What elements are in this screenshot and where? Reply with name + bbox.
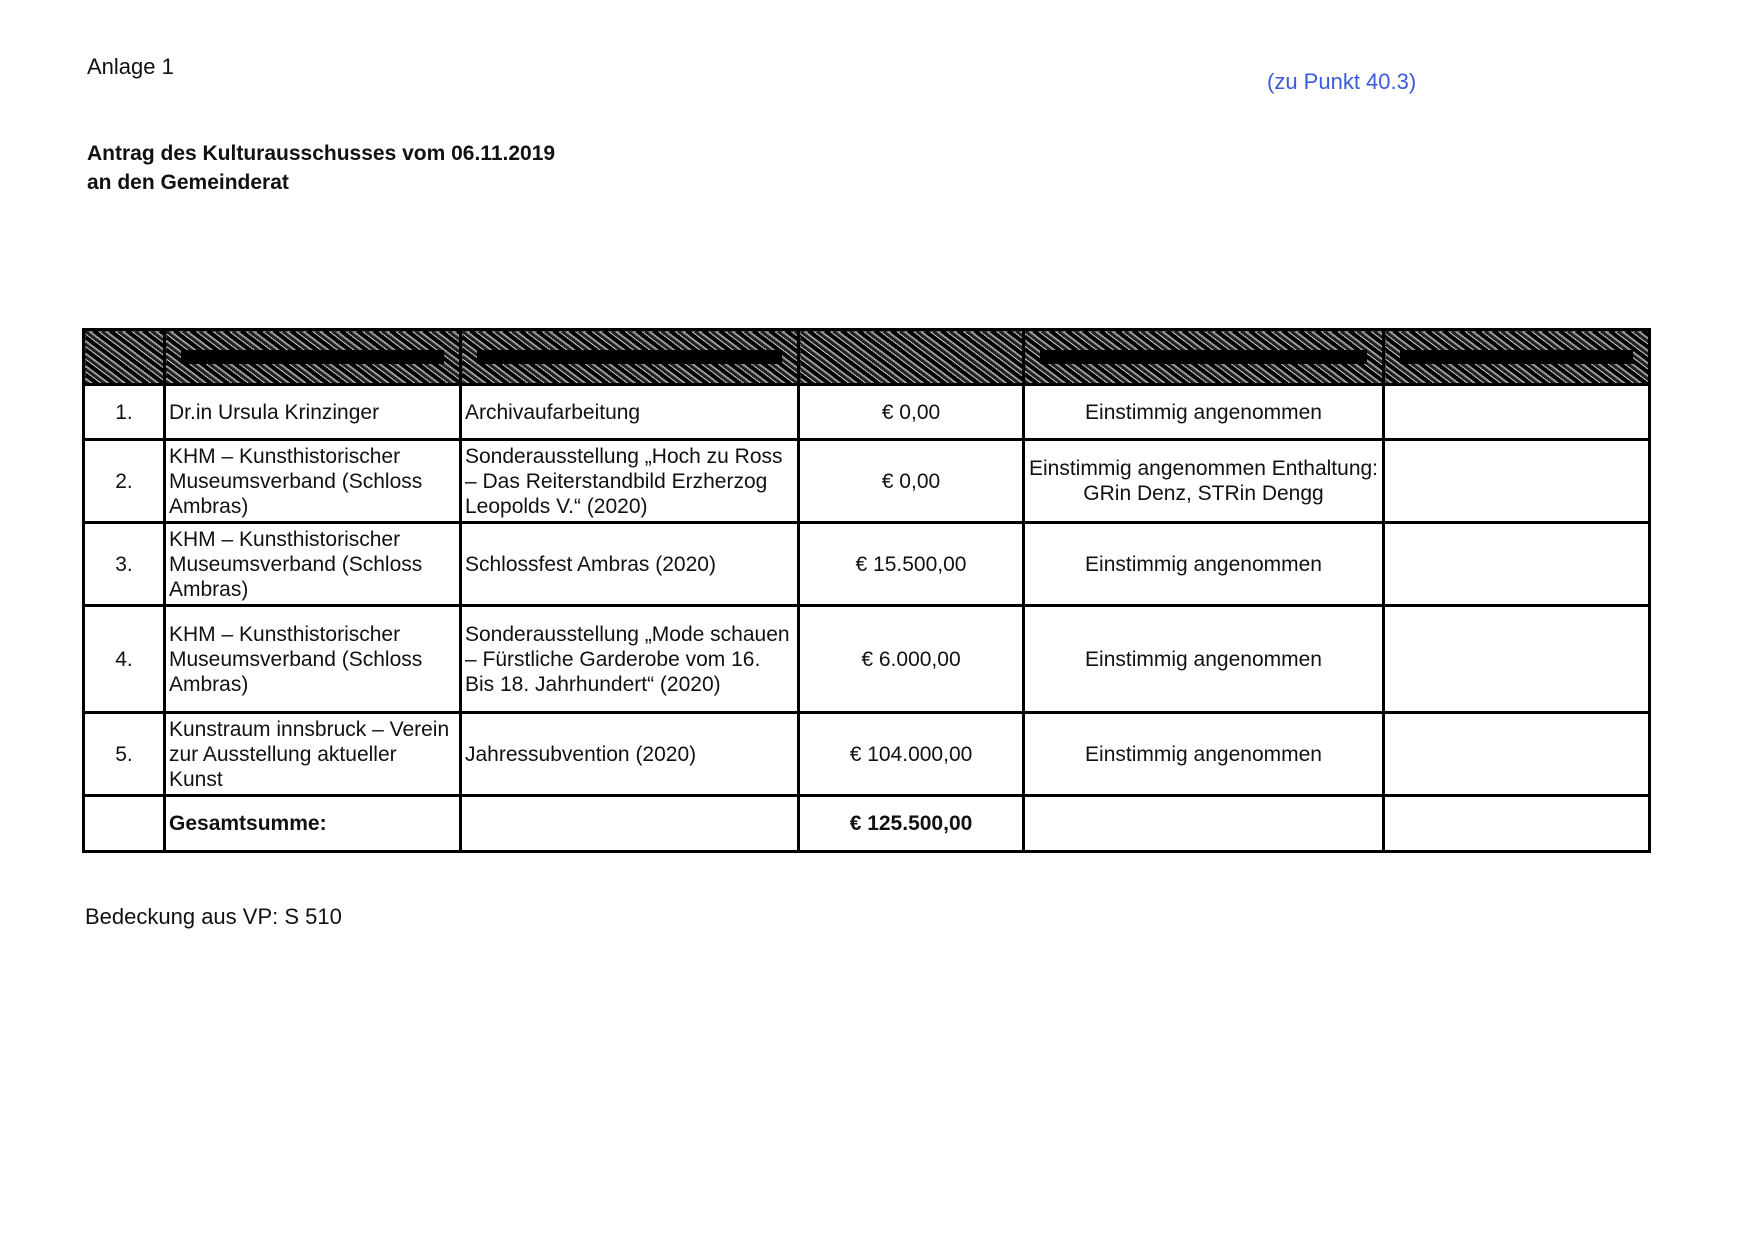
row-number: 3.: [82, 521, 166, 607]
redacted-header-cell: [459, 328, 800, 386]
amount: € 15.500,00: [797, 521, 1025, 607]
note: [1382, 438, 1651, 524]
empty-cell: [1382, 794, 1651, 853]
table-header-redacted: [82, 328, 1651, 386]
applicant: KHM – Kunsthistorischer Museumsverband (…: [163, 604, 462, 714]
project: Sonderausstellung „Hoch zu Ross – Das Re…: [459, 438, 800, 524]
applicant: KHM – Kunsthistorischer Museumsverband (…: [163, 438, 462, 524]
project: Jahressubvention (2020): [459, 711, 800, 797]
applicant: Dr.in Ursula Krinzinger: [163, 383, 462, 441]
empty-cell: [1022, 794, 1385, 853]
document-subtitle: an den Gemeinderat: [87, 171, 289, 194]
table-row: 2. KHM – Kunsthistorischer Museumsverban…: [82, 438, 1651, 524]
total-amount: € 125.500,00: [797, 794, 1025, 853]
project: Schlossfest Ambras (2020): [459, 521, 800, 607]
project: Archivaufarbeitung: [459, 383, 800, 441]
total-label: Gesamtsumme:: [163, 794, 462, 853]
decision: Einstimmig angenommen: [1022, 521, 1385, 607]
redacted-header-cell: [1022, 328, 1385, 386]
note: [1382, 383, 1651, 441]
table-row: 4. KHM – Kunsthistorischer Museumsverban…: [82, 604, 1651, 714]
note: [1382, 604, 1651, 714]
note: [1382, 521, 1651, 607]
row-number: 1.: [82, 383, 166, 441]
table-row: 1. Dr.in Ursula Krinzinger Archivaufarbe…: [82, 383, 1651, 441]
note: [1382, 711, 1651, 797]
decision: Einstimmig angenommen: [1022, 604, 1385, 714]
amount: € 0,00: [797, 438, 1025, 524]
decision: Einstimmig angenommen: [1022, 711, 1385, 797]
row-number: 2.: [82, 438, 166, 524]
empty-cell: [82, 794, 166, 853]
amount: € 6.000,00: [797, 604, 1025, 714]
project: Sonderausstellung „Mode schauen – Fürstl…: [459, 604, 800, 714]
applicant: KHM – Kunsthistorischer Museumsverband (…: [163, 521, 462, 607]
total-row: Gesamtsumme: € 125.500,00: [82, 794, 1651, 853]
grant-table: 1. Dr.in Ursula Krinzinger Archivaufarbe…: [82, 328, 1651, 853]
table-row: 3. KHM – Kunsthistorischer Museumsverban…: [82, 521, 1651, 607]
redacted-header-cell: [82, 328, 166, 386]
applicant: Kunstraum innsbruck – Verein zur Ausstel…: [163, 711, 462, 797]
table-row: 5. Kunstraum innsbruck – Verein zur Auss…: [82, 711, 1651, 797]
redacted-header-cell: [163, 328, 462, 386]
redacted-header-cell: [797, 328, 1025, 386]
empty-cell: [459, 794, 800, 853]
row-number: 5.: [82, 711, 166, 797]
amount: € 104.000,00: [797, 711, 1025, 797]
row-number: 4.: [82, 604, 166, 714]
decision: Einstimmig angenommen Enthaltung: GRin D…: [1022, 438, 1385, 524]
document-title: Antrag des Kulturausschusses vom 06.11.2…: [87, 142, 556, 165]
redacted-header-cell: [1382, 328, 1651, 386]
amount: € 0,00: [797, 383, 1025, 441]
budget-coverage: Bedeckung aus VP: S 510: [85, 904, 342, 929]
annex-label: Anlage 1: [87, 54, 174, 79]
agenda-reference: (zu Punkt 40.3): [1267, 69, 1417, 94]
decision: Einstimmig angenommen: [1022, 383, 1385, 441]
